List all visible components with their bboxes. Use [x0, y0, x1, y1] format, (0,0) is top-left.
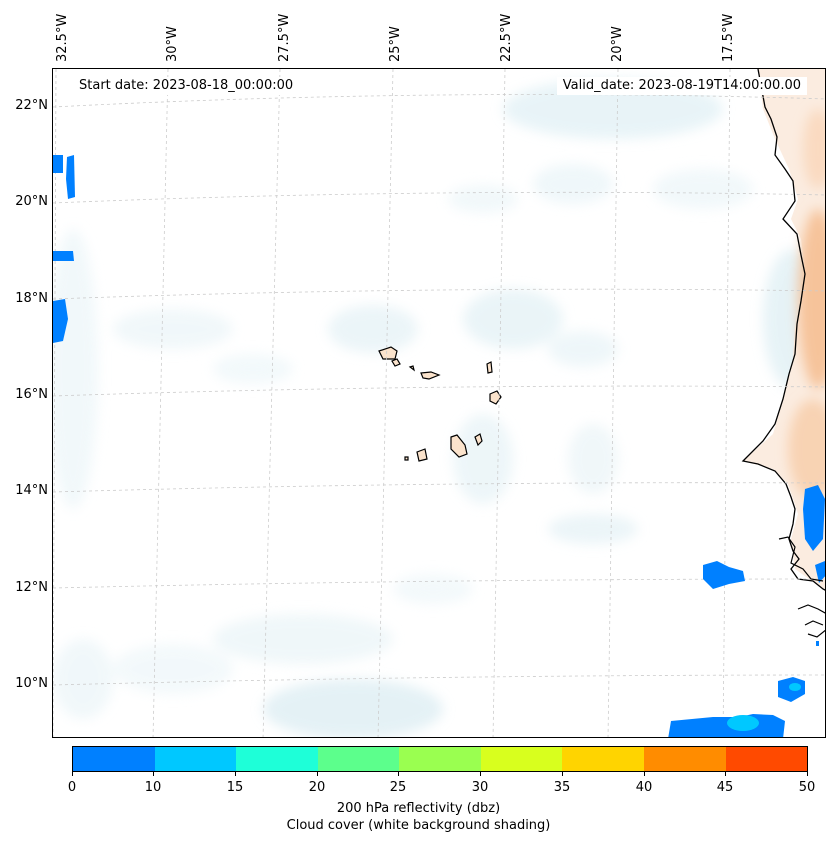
colorbar-tick-label: 20	[308, 780, 326, 795]
colorbar-segment	[480, 747, 563, 771]
lon-label-27-5w: 27.5°W	[277, 13, 292, 62]
colorbar-tick	[398, 772, 399, 776]
lon-label-20w: 20°W	[610, 26, 625, 62]
colorbar-segment	[236, 747, 318, 771]
cape-verde-islands	[378, 346, 502, 462]
colorbar-segment	[399, 747, 481, 771]
guinea-coastline	[778, 536, 825, 638]
colorbar-tick	[562, 772, 563, 776]
lon-label-32-5w: 32.5°W	[55, 13, 70, 62]
lat-label-22n: 22°N	[15, 98, 48, 113]
colorbar-segment	[317, 747, 400, 771]
colorbar-tick-label: 0	[67, 780, 77, 795]
reflectivity-cells	[53, 155, 825, 737]
africa-landmass	[743, 69, 825, 592]
colorbar-tick	[153, 772, 154, 776]
colorbar-tick-label: 40	[635, 780, 653, 795]
colorbar-title: 200 hPa reflectivity (dbz)	[336, 801, 501, 816]
valid-date-label: Valid_date: 2023-08-19T14:00:00.00	[556, 77, 807, 95]
lat-label-16n: 16°N	[15, 387, 48, 402]
colorbar-segment	[643, 747, 726, 771]
colorbar-tick-label: 45	[716, 780, 734, 795]
colorbar-tick	[317, 772, 318, 776]
lon-label-25w: 25°W	[388, 26, 403, 62]
map-panel: Start date: 2023-08-18_00:00:00 Valid_da…	[52, 68, 826, 738]
lat-label-12n: 12°N	[15, 580, 48, 595]
colorbar-tick	[235, 772, 236, 776]
colorbar-tick-label: 30	[471, 780, 489, 795]
lon-label-22-5w: 22.5°W	[499, 13, 514, 62]
colorbar-subtitle: Cloud cover (white background shading)	[286, 818, 551, 833]
colorbar-segment	[154, 747, 237, 771]
colorbar-tick	[807, 772, 808, 776]
colorbar	[72, 746, 808, 772]
colorbar-segment	[725, 747, 808, 771]
lat-label-14n: 14°N	[15, 483, 48, 498]
colorbar-tick-label: 50	[798, 780, 816, 795]
graticule	[53, 69, 825, 737]
colorbar-segment	[73, 747, 155, 771]
colorbar-tick	[725, 772, 726, 776]
cloud-cover-shading	[53, 79, 823, 737]
lon-label-17-5w: 17.5°W	[721, 13, 736, 62]
lat-label-20n: 20°N	[15, 194, 48, 209]
colorbar-tick	[480, 772, 481, 776]
lat-label-18n: 18°N	[15, 291, 48, 306]
colorbar-tick-label: 15	[226, 780, 244, 795]
lat-label-10n: 10°N	[15, 676, 48, 691]
colorbar-tick	[644, 772, 645, 776]
colorbar-tick-label: 10	[144, 780, 162, 795]
colorbar-tick-label: 35	[553, 780, 571, 795]
start-date-label: Start date: 2023-08-18_00:00:00	[73, 77, 300, 95]
africa-coastline	[741, 69, 825, 591]
lon-label-30w: 30°W	[165, 26, 180, 62]
colorbar-tick-label: 25	[389, 780, 407, 795]
map-canvas	[53, 69, 825, 737]
colorbar-segment	[562, 747, 644, 771]
colorbar-tick	[72, 772, 73, 776]
